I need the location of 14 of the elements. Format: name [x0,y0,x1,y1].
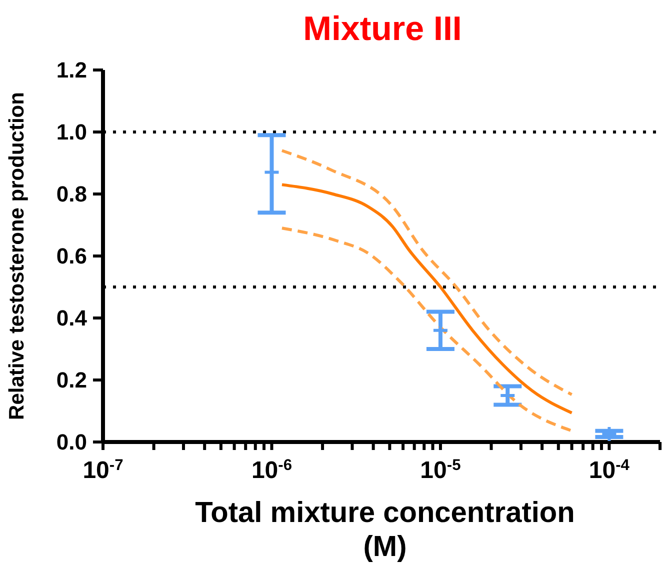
y-tick-label: 0.8 [56,182,87,207]
y-tick-label: 0.2 [56,368,87,393]
y-tick-label: 0.0 [56,430,87,455]
y-tick-label: 1.2 [56,58,87,83]
x-tick-label: 10$^{-6}$ [251,456,292,484]
x-axis-title: Total mixture concentration (M) [194,496,576,564]
y-tick-label: 1.0 [56,120,87,145]
y-tick-label: 0.4 [56,306,88,331]
x-tick-label: 10$^{-7}$ [82,456,124,484]
x-tick-label: 10$^{-4}$ [588,456,630,484]
chart-title: Mixture III [302,10,463,49]
y-tick-label: 0.6 [56,244,87,269]
y-axis-title: Relative testosterone production [5,92,28,420]
x-tick-label: 10$^{-5}$ [420,456,462,484]
